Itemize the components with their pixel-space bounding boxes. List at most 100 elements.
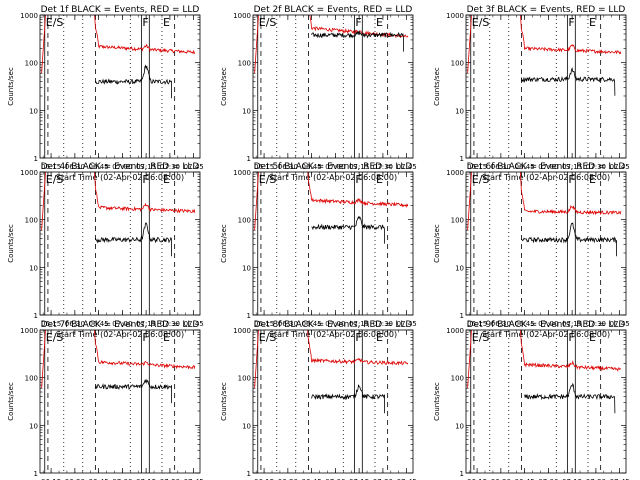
plot-frame [39, 171, 201, 316]
plot-frame [252, 171, 414, 316]
events-series-line [524, 382, 616, 414]
x-tick-label: 06:30 [278, 320, 298, 328]
x-tick-label: 06:45 [515, 163, 535, 171]
y-tick-label: 1 [247, 155, 251, 163]
x-axis-label: Start Time (02-Apr-02 06:08:00) [56, 330, 184, 339]
y-tick-label: 10 [455, 422, 464, 430]
y-tick-label: 100 [451, 60, 464, 68]
panel-6: Det 6f BLACK = Events, RED = LLD Counts/s… [433, 162, 630, 339]
marker-label: E [589, 173, 596, 186]
x-tick-label: 07:00 [538, 163, 558, 171]
x-tick-label: 06:15 [254, 478, 274, 480]
x-tick-label: 06:45 [515, 478, 535, 480]
y-tick-label: 1 [460, 470, 464, 478]
x-tick-label: 07:15 [136, 478, 156, 480]
plot-frame [465, 14, 627, 159]
events-series-line [521, 66, 616, 96]
x-axis-label: Start Time (02-Apr-02 06:08:00) [56, 173, 184, 182]
x-tick-label: 07:15 [349, 478, 369, 480]
y-tick-label: 100 [451, 375, 464, 383]
plot-area [467, 15, 622, 158]
lld-series-line [254, 172, 409, 231]
x-tick-label: 07:15 [562, 163, 582, 171]
panel-title: Det 4f BLACK = Events, RED = LLD [41, 162, 200, 172]
plot-area [467, 172, 622, 315]
panel-title: Det 2f BLACK = Events, RED = LLD [254, 5, 413, 15]
y-tick-label: 1000 [20, 12, 38, 20]
x-tick-label: 07:45 [397, 163, 417, 171]
lld-series-line [467, 172, 622, 231]
x-tick-label: 06:30 [65, 478, 85, 480]
y-tick-label: 100 [451, 217, 464, 225]
x-tick-label: 06:30 [491, 320, 511, 328]
panel-7: Det 7f BLACK = Events, RED = LLD Counts/s… [7, 320, 204, 480]
events-series-line [95, 64, 172, 99]
events-series-line [311, 30, 404, 52]
panel-4: Det 4f BLACK = Events, RED = LLD Counts/s… [7, 162, 204, 339]
y-tick-label: 1000 [20, 327, 38, 335]
y-tick-label: 100 [25, 217, 38, 225]
marker-label: F [568, 331, 574, 344]
panel-3: Det 3f BLACK = Events, RED = LLD Counts/s… [433, 5, 630, 182]
x-tick-label: 07:00 [112, 320, 132, 328]
y-ticks: 1 10 100 1000 [20, 327, 200, 478]
x-tick-label: 07:30 [586, 163, 606, 171]
marker-label: E [589, 16, 596, 29]
marker-label: E [376, 173, 383, 186]
y-tick-label: 1 [34, 155, 38, 163]
y-tick-label: 10 [455, 107, 464, 115]
marker-label: E/S [472, 331, 490, 344]
plot-frame [39, 329, 201, 474]
marker-label: F [355, 173, 361, 186]
marker-label: F [142, 331, 148, 344]
y-tick-label: 1 [247, 312, 251, 320]
x-tick-label: 06:30 [491, 163, 511, 171]
y-ticks: 1 10 100 1000 [446, 12, 626, 163]
x-tick-label: 06:30 [278, 163, 298, 171]
y-tick-label: 1000 [446, 12, 464, 20]
panel-9: Det 9f BLACK = Events, RED = LLD Counts/s… [433, 320, 630, 480]
lld-series-line [41, 172, 196, 231]
y-tick-label: 1000 [233, 327, 251, 335]
events-series-line [311, 384, 385, 414]
x-tick-label: 06:30 [65, 320, 85, 328]
panel-title: Det 7f BLACK = Events, RED = LLD [41, 320, 200, 330]
plot-frame [465, 329, 627, 474]
y-tick-label: 10 [242, 107, 251, 115]
x-tick-label: 07:30 [160, 163, 180, 171]
marker-label: E [376, 331, 383, 344]
y-ticks: 1 10 100 1000 [20, 12, 200, 163]
x-tick-label: 06:15 [254, 163, 274, 171]
marker-label: E/S [472, 16, 490, 29]
marker-label: E [163, 331, 170, 344]
marker-label: F [568, 16, 574, 29]
marker-label: F [142, 16, 148, 29]
lld-series-line [254, 330, 409, 389]
x-tick-label: 07:30 [373, 478, 393, 480]
panel-1: Det 1f BLACK = Events, RED = LLD Counts/s… [7, 5, 204, 182]
x-tick-label: 06:15 [41, 478, 61, 480]
panel-title: Det 9f BLACK = Events, RED = LLD [467, 320, 626, 330]
x-tick-label: 07:30 [373, 163, 393, 171]
events-series-line [95, 379, 172, 404]
x-tick-label: 07:30 [160, 320, 180, 328]
x-tick-label: 06:45 [515, 320, 535, 328]
y-ticks: 1 10 100 1000 [233, 169, 413, 320]
marker-label: F [355, 331, 361, 344]
y-tick-label: 100 [238, 60, 251, 68]
plot-area [254, 15, 409, 158]
y-tick-label: 100 [25, 375, 38, 383]
plot-frame [252, 329, 414, 474]
x-tick-label: 07:15 [136, 163, 156, 171]
y-tick-label: 1000 [446, 169, 464, 177]
x-tick-label: 07:15 [562, 320, 582, 328]
x-tick-label: 06:45 [302, 478, 322, 480]
y-tick-label: 100 [238, 217, 251, 225]
y-axis-label: Counts/sec [433, 224, 441, 263]
x-tick-label: 07:00 [112, 163, 132, 171]
panel-title: Det 6f BLACK = Events, RED = LLD [467, 162, 626, 172]
y-ticks: 1 10 100 1000 [20, 169, 200, 320]
